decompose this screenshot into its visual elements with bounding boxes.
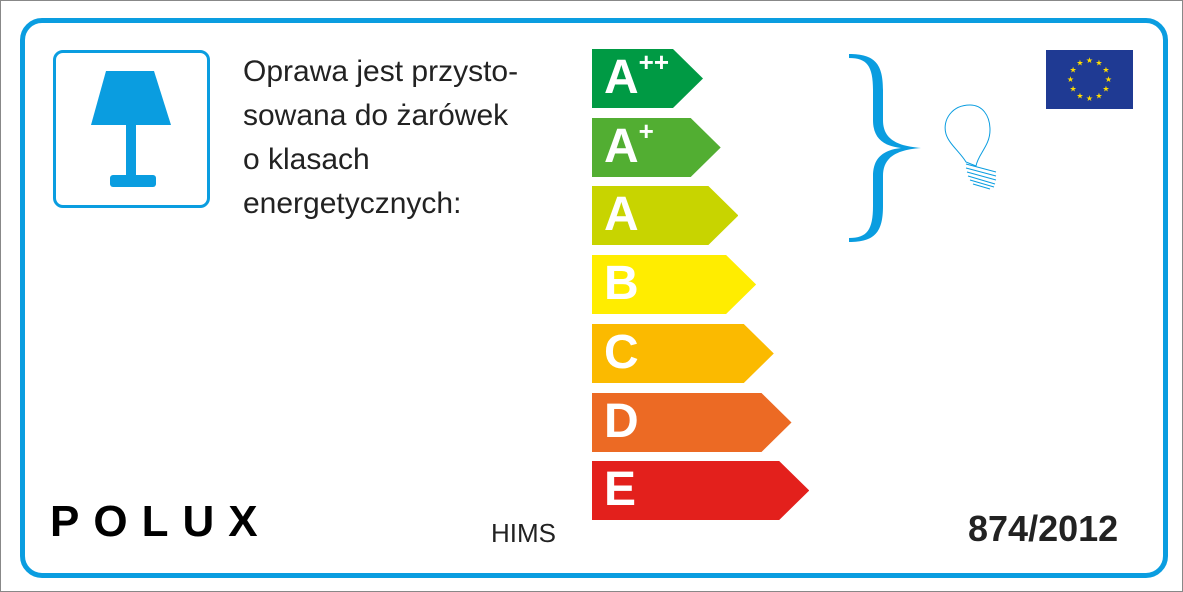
label-frame — [20, 18, 1168, 578]
energy-class-label: A+ — [604, 115, 654, 173]
eu-star: ★ — [1067, 75, 1074, 84]
description-text: Oprawa jest przysto- sowana do żarówek o… — [243, 50, 518, 226]
light-bulb-icon — [944, 104, 997, 190]
regulation-number: 874/2012 — [968, 508, 1119, 549]
energy-class-label: D — [604, 394, 639, 448]
energy-class-label: E — [604, 463, 637, 517]
eu-star: ★ — [1102, 85, 1109, 94]
eu-star: ★ — [1095, 59, 1102, 68]
curly-brace-icon — [849, 54, 921, 242]
energy-class-label: A++ — [604, 47, 670, 104]
eu-star: ★ — [1105, 75, 1112, 84]
eu-star: ★ — [1102, 66, 1109, 75]
eu-star: ★ — [1086, 56, 1093, 65]
eu-star: ★ — [1069, 66, 1076, 75]
description-line: sowana do żarówek — [243, 99, 509, 132]
energy-class-label: B — [604, 257, 639, 311]
description-line: Oprawa jest przysto- — [243, 55, 519, 88]
eu-star: ★ — [1076, 59, 1083, 68]
eu-star: ★ — [1076, 91, 1083, 100]
description-line: o klasach — [243, 143, 370, 176]
eu-star: ★ — [1095, 91, 1102, 100]
energy-class-label: A — [604, 188, 639, 242]
energy-class-label: C — [604, 325, 639, 379]
description-line: energetycznych: — [243, 187, 462, 220]
model-name: HIMS — [491, 518, 556, 548]
brand-logo: POLUX — [50, 497, 272, 546]
eu-flag-icon: ★ ★ ★ ★ ★ ★ ★ ★ ★ ★ ★ ★ — [1046, 50, 1133, 109]
table-lamp-icon — [53, 50, 210, 208]
eu-star: ★ — [1069, 85, 1076, 94]
eu-star: ★ — [1086, 94, 1093, 103]
